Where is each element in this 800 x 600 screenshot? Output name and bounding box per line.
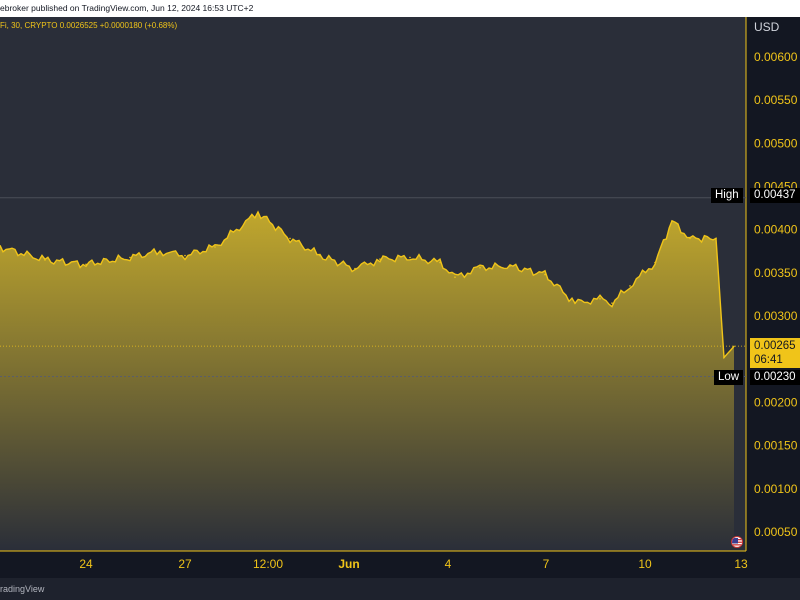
area-chart[interactable] [0, 17, 746, 551]
data-point [289, 237, 291, 240]
x-tick-label: 7 [543, 557, 550, 571]
footer-bar: radingView [0, 578, 800, 600]
y-tick-label: 0.00200 [754, 395, 798, 409]
data-point [574, 302, 576, 304]
data-point [479, 266, 481, 269]
data-point [715, 237, 717, 240]
data-point [409, 256, 411, 259]
data-point [44, 259, 46, 261]
y-tick-label: 0.00350 [754, 266, 798, 280]
x-tick-label: 13 [734, 557, 748, 571]
data-point [654, 261, 656, 264]
data-point [184, 254, 186, 257]
y-tick-label: 0.00400 [754, 223, 798, 237]
data-point [509, 265, 511, 267]
data-point [159, 250, 161, 253]
y-tick-label: 0.00100 [754, 482, 798, 496]
publish-info-bar: ebroker published on TradingView.com, Ju… [0, 0, 800, 17]
x-tick-label: 27 [178, 557, 192, 571]
data-point [0, 246, 1, 248]
tradingview-brand: radingView [0, 584, 45, 594]
low-label: Low [714, 370, 744, 385]
data-point [544, 273, 546, 276]
publish-info-text: ebroker published on TradingView.com, Ju… [0, 3, 254, 13]
last-price-value: 0.00265 [754, 340, 796, 352]
currency-label[interactable]: USD [754, 20, 780, 34]
data-point [723, 356, 725, 359]
data-point [354, 267, 356, 270]
y-tick-label: 0.00300 [754, 309, 798, 323]
bar-countdown: 06:41 [754, 354, 783, 366]
data-point [733, 345, 735, 348]
data-point [689, 237, 691, 240]
x-tick-label: 4 [445, 557, 452, 571]
high-value-label: 0.00437 [750, 188, 800, 203]
last-price-badge: 0.00265 06:41 [750, 338, 800, 368]
low-value-label: 0.00230 [750, 370, 800, 385]
data-point [599, 298, 601, 300]
y-tick-label: 0.00050 [754, 525, 798, 539]
y-tick-label: 0.00600 [754, 50, 798, 64]
x-tick-label: 10 [638, 557, 652, 571]
data-point [611, 302, 613, 304]
y-tick-label: 0.00150 [754, 439, 798, 453]
us-flag-icon[interactable] [731, 536, 743, 548]
x-tick-label: 24 [79, 557, 93, 571]
y-tick-label: 0.00550 [754, 93, 798, 107]
data-point [85, 263, 87, 266]
data-point [671, 220, 673, 222]
data-point [379, 258, 381, 260]
high-label: High [711, 188, 743, 203]
data-point [214, 246, 216, 248]
symbol-info: Fi, 30, CRYPTO 0.0026525 +0.0000180 (+0.… [0, 21, 178, 30]
data-point [129, 256, 131, 259]
data-point [629, 285, 631, 287]
data-point [257, 211, 259, 214]
x-tick-label: 12:00 [253, 557, 283, 571]
data-point [439, 261, 441, 264]
x-tick-label: Jun [338, 557, 359, 571]
price-line [0, 210, 735, 360]
data-point [454, 276, 456, 279]
area-fill [0, 212, 734, 551]
y-tick-label: 0.00500 [754, 136, 798, 150]
data-point [319, 254, 321, 257]
